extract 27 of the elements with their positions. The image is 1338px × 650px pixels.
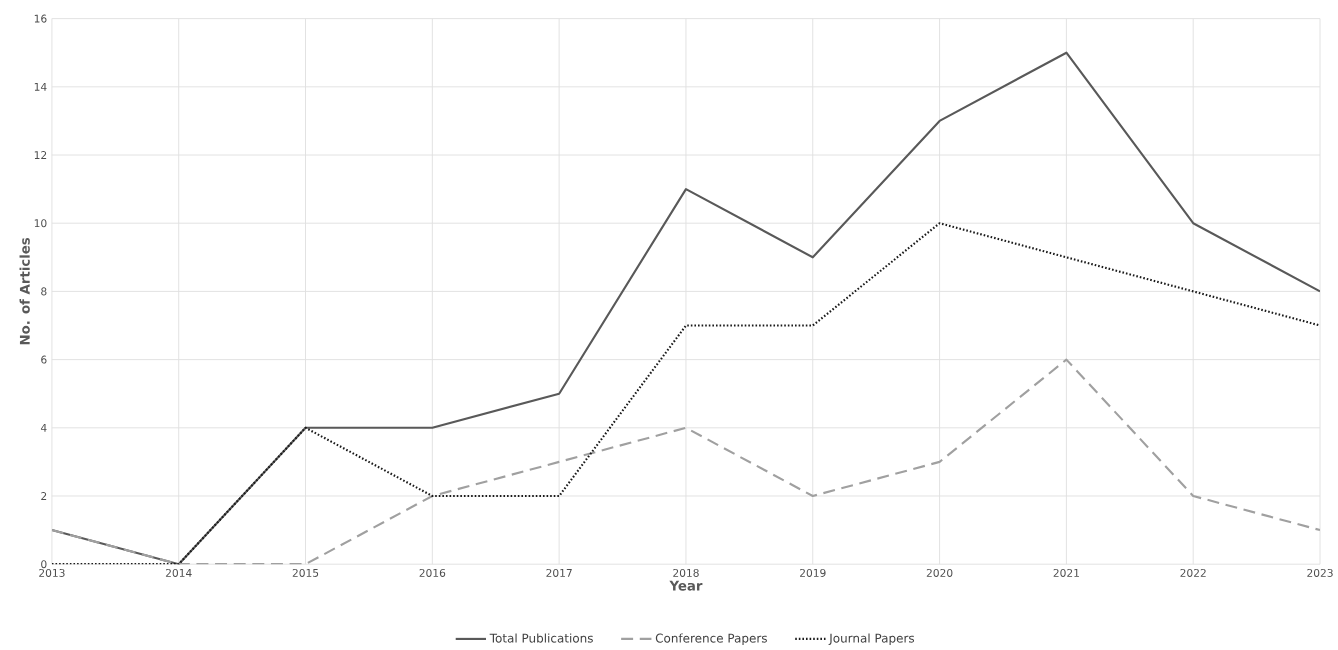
x-tick-label: 2013 (39, 568, 65, 578)
x-tick-label: 2019 (800, 568, 826, 578)
y-tick-label: 12 (34, 151, 47, 160)
x-tick-label: 2022 (1180, 568, 1206, 578)
legend-label: Journal Papers (828, 633, 915, 646)
x-tick-label: 2023 (1307, 568, 1333, 578)
y-axis-title: No. of Articles (19, 237, 30, 345)
line-series (51, 222, 1321, 565)
x-tick-label: 2018 (673, 568, 699, 578)
x-tick-label: 2015 (292, 568, 319, 578)
y-tick-label: 4 (40, 424, 47, 432)
x-tick-label: 2020 (926, 568, 953, 578)
y-tick-label: 8 (41, 287, 47, 296)
legend-label: Total Publications (489, 633, 593, 643)
y-tick-label: 16 (34, 14, 47, 23)
y-tick-label: 14 (34, 83, 47, 91)
y-tick-label: 2 (41, 492, 47, 501)
x-tick-label: 2021 (1053, 568, 1079, 578)
legend-label: Conference Papers (655, 633, 767, 646)
x-tick-label: 2014 (165, 568, 192, 578)
x-tick-label: 2017 (546, 568, 572, 578)
x-tick-label: 2016 (419, 568, 446, 578)
x-axis-title: Year (669, 580, 703, 591)
y-tick-label: 0 (41, 560, 47, 569)
y-tick-label: 6 (41, 355, 47, 364)
line-series (51, 358, 1321, 565)
y-tick-label: 10 (34, 219, 47, 228)
